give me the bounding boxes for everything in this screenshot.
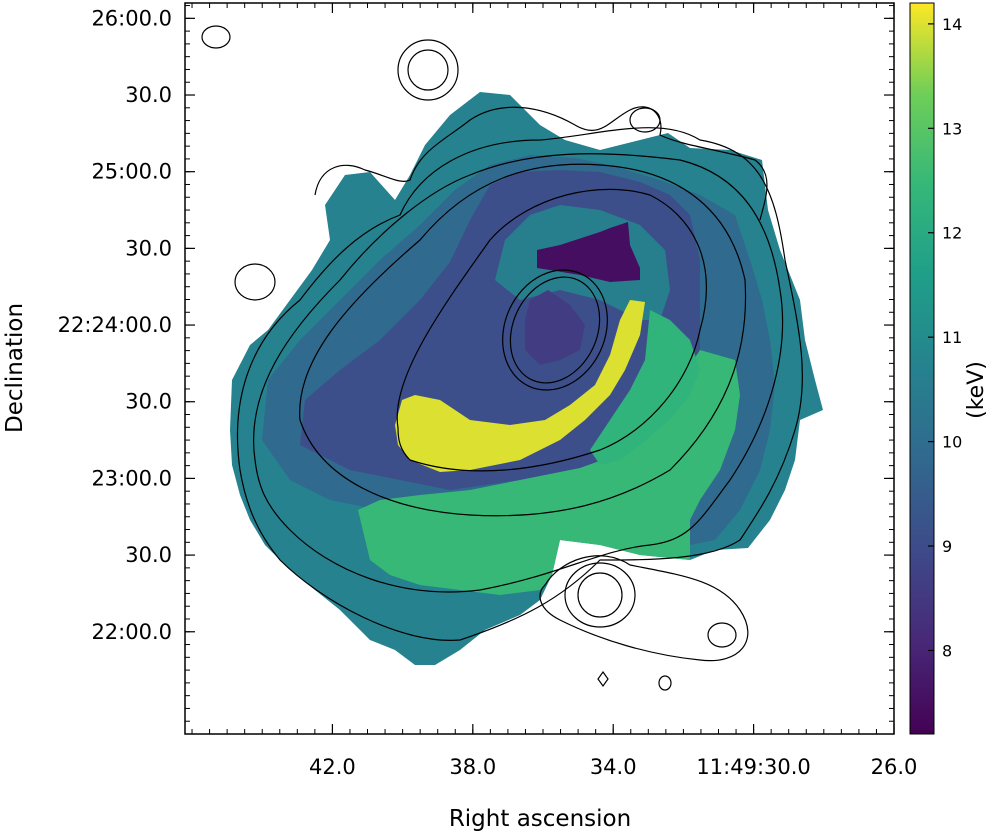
contour-source-northwest xyxy=(201,25,231,49)
contour-south-lobe xyxy=(539,555,749,662)
region-western-arc xyxy=(590,310,700,465)
region-central-core xyxy=(525,290,585,365)
y-tick-label: 22:24:00.0 xyxy=(58,313,172,337)
contour-source-small-south xyxy=(658,675,672,691)
x-tick-label: 11:49:30.0 xyxy=(696,755,810,779)
contour-level-4 xyxy=(299,163,747,517)
colorbar-tick-label: 8 xyxy=(942,641,952,660)
colorbar-tick-label: 12 xyxy=(942,224,962,243)
x-tick-label: 34.0 xyxy=(590,755,637,779)
y-tick-label: 30.0 xyxy=(125,83,172,107)
colorbar-ticks: 8 9 10 11 12 13 14 xyxy=(928,15,962,660)
contour-level-5 xyxy=(253,153,784,593)
plot-frame xyxy=(184,2,895,735)
y-tick-label: 30.0 xyxy=(125,236,172,260)
y-axis-label: Declination xyxy=(2,303,28,433)
contour-source-east xyxy=(629,107,661,133)
axis-ticks xyxy=(185,3,895,735)
colorbar xyxy=(909,2,935,735)
x-tick-label: 42.0 xyxy=(309,755,356,779)
contour-source-diamond xyxy=(597,670,609,688)
map-area xyxy=(185,3,894,734)
y-tick-label: 23:00.0 xyxy=(91,466,172,490)
region-northern-cold-patch xyxy=(537,222,640,282)
x-tick-label: 38.0 xyxy=(449,755,496,779)
contour-source-west xyxy=(234,263,276,301)
y-tick-label: 25:00.0 xyxy=(91,160,172,184)
colorbar-tick-label: 11 xyxy=(942,328,962,347)
colorbar-tick-label: 13 xyxy=(942,119,962,138)
x-axis-label: Right ascension xyxy=(449,806,631,832)
colorbar-tick-label: 10 xyxy=(942,433,962,452)
colorbar-tick-label: 14 xyxy=(942,15,962,34)
y-tick-label: 30.0 xyxy=(125,543,172,567)
temperature-regions xyxy=(230,92,823,665)
contour-level-3 xyxy=(396,188,707,472)
y-tick-label: 26:00.0 xyxy=(91,6,172,30)
contour-source-north xyxy=(397,39,459,101)
colorbar-tick-label: 9 xyxy=(942,537,952,556)
x-tick-label: 26.0 xyxy=(871,755,918,779)
colorbar-label: (keV) xyxy=(964,361,989,419)
contour-source-north-inner xyxy=(407,49,449,91)
region-southwest-bright-arc xyxy=(395,300,645,472)
contour-source-south-inner xyxy=(577,572,623,618)
contour-level-7 xyxy=(314,106,768,221)
y-tick-label: 22:00.0 xyxy=(91,620,172,644)
contour-level-6 xyxy=(237,127,804,641)
region-south-southwest-sector xyxy=(358,350,740,595)
x-tick-labels: 42.0 38.0 34.0 11:49:30.0 26.0 xyxy=(309,755,917,779)
contour-source-south xyxy=(564,562,636,628)
brightness-contours xyxy=(201,25,804,691)
y-tick-labels: 26:00.0 30.0 25:00.0 30.0 22:24:00.0 30.0 23:0… xyxy=(58,6,172,643)
contour-source-southeast xyxy=(707,622,737,648)
contour-core-inner xyxy=(509,276,601,384)
y-tick-label: 30.0 xyxy=(125,390,172,414)
contour-core-outer xyxy=(502,269,608,391)
